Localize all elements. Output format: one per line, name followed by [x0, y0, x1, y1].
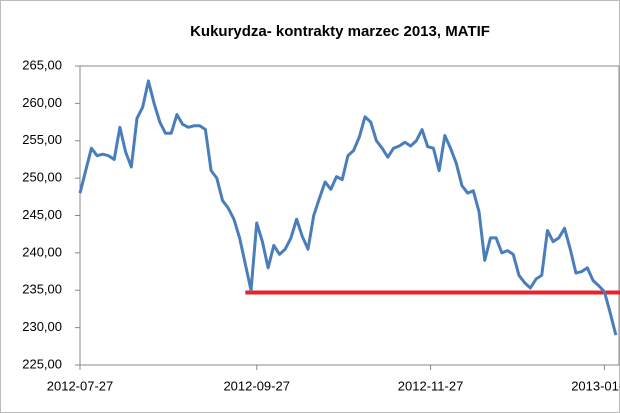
- y-tick-label: 225,00: [22, 356, 62, 371]
- x-tick-label: 2012-11-27: [398, 378, 464, 393]
- y-tick-label: 250,00: [22, 170, 62, 185]
- y-tick-label: 260,00: [22, 95, 62, 110]
- price-line: [78, 79, 618, 336]
- x-tick-label: 2012-07-27: [47, 378, 114, 393]
- y-tick-label: 265,00: [22, 57, 62, 72]
- x-tick-label: 2012-09-27: [223, 378, 290, 393]
- y-tick-label: 240,00: [22, 244, 62, 259]
- y-tick-label: 235,00: [22, 282, 62, 297]
- y-tick-label: 230,00: [22, 319, 62, 334]
- y-tick-label: 245,00: [22, 207, 62, 222]
- x-tick-label: 2013-01-27: [571, 378, 620, 393]
- y-tick-label: 255,00: [22, 132, 62, 147]
- chart-title: Kukurydza- kontrakty marzec 2013, MATIF: [190, 23, 490, 40]
